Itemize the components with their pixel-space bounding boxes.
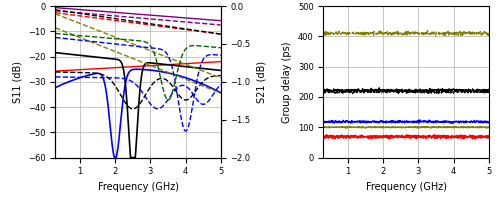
X-axis label: Frequency (GHz): Frequency (GHz) bbox=[366, 182, 447, 192]
Y-axis label: Group delay (ps): Group delay (ps) bbox=[282, 41, 292, 123]
Y-axis label: S11 (dB): S11 (dB) bbox=[13, 61, 23, 103]
X-axis label: Frequency (GHz): Frequency (GHz) bbox=[98, 182, 178, 192]
Y-axis label: S21 (dB): S21 (dB) bbox=[256, 61, 266, 103]
